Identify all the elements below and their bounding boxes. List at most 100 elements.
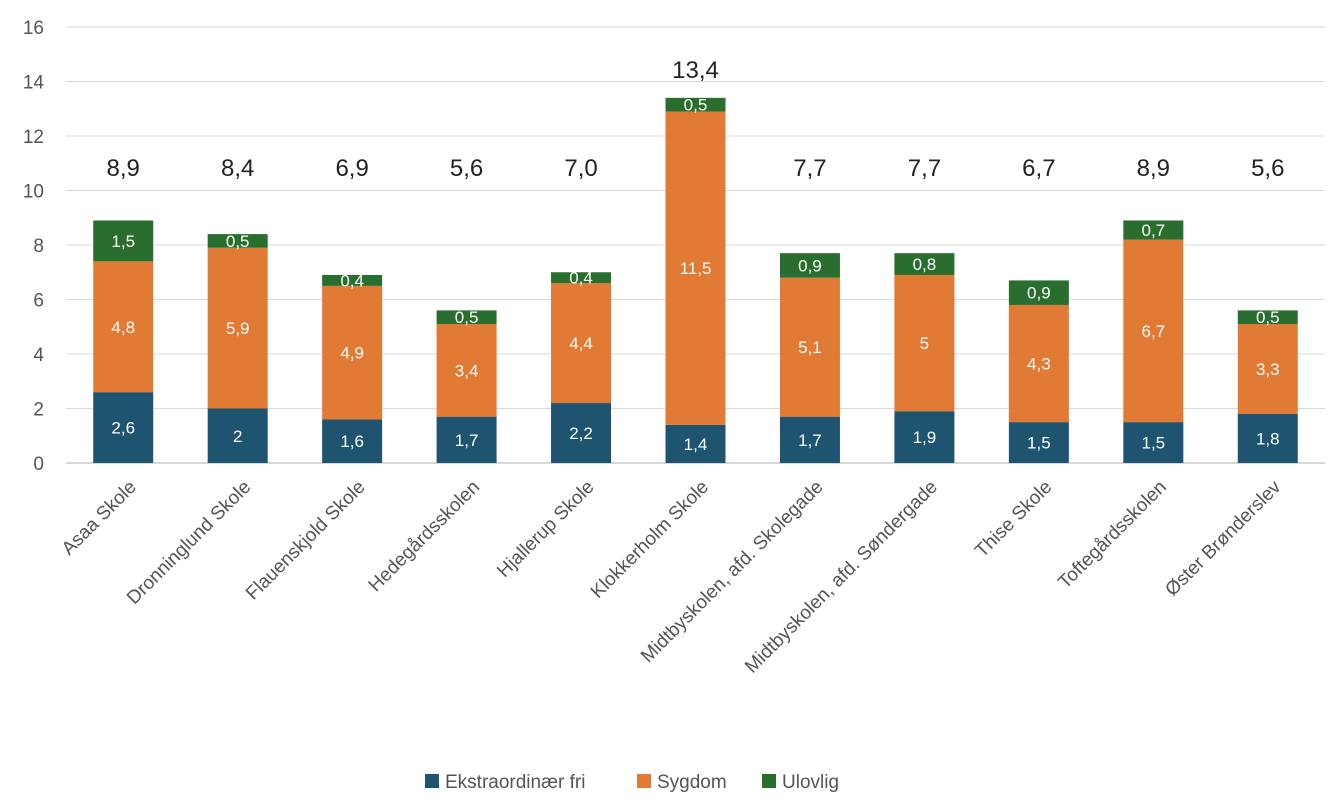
bar-segment-ulovlig (322, 274, 383, 286)
bar-segment-label: 0,7 (1141, 221, 1165, 240)
bar-segment-sygdom (1008, 304, 1069, 423)
bar-segment-sygdom (665, 111, 726, 425)
legend: Ekstraordinær fri Sygdom Ulovlig (425, 772, 839, 793)
bar-total-label: 8,9 (107, 155, 140, 182)
bar-segment-ekstraordin-r-fri (1237, 413, 1298, 463)
bar-segment-ekstraordin-r-fri (779, 416, 840, 463)
bar-segment-label: 4,9 (340, 344, 364, 363)
bar-segment-label: 0,5 (684, 96, 708, 115)
bar-segment-sygdom (93, 261, 154, 393)
bar-segment-label: 1,6 (340, 432, 364, 451)
bar-segment-label: 0,8 (913, 255, 937, 274)
bar-total-label: 6,7 (1022, 155, 1055, 182)
bar-segment-label: 4,3 (1027, 355, 1051, 374)
bar-segment-ulovlig (93, 220, 154, 262)
x-category-label: Asaa Skole (58, 477, 141, 560)
bar-segment-sygdom (779, 277, 840, 417)
bar-total-label: 7,7 (793, 155, 826, 182)
x-category-label: Flauenskjold Skole (242, 477, 370, 605)
y-tick-label: 16 (23, 18, 44, 39)
bar-segment-label: 5,1 (798, 338, 822, 357)
bar-total-label: 13,4 (672, 57, 719, 84)
bar-segment-label: 2,6 (111, 419, 135, 438)
bar-segment-ulovlig (207, 234, 268, 248)
legend-label: Ekstraordinær fri (445, 772, 585, 793)
bar-segment-label: 1,7 (455, 431, 479, 450)
bar-segment-label: 11,5 (680, 259, 712, 278)
y-tick-label: 12 (23, 127, 44, 148)
bar-total-label: 5,6 (1251, 155, 1284, 182)
legend-swatch (425, 774, 439, 788)
bar-segment-label: 0,5 (226, 232, 250, 251)
bar-segment-label: 4,8 (111, 318, 135, 337)
legend-swatch (762, 774, 776, 788)
bar-segment-label: 2 (233, 427, 242, 446)
bar-segment-ulovlig (665, 97, 726, 112)
bar-segment-label: 3,4 (455, 361, 479, 380)
y-tick-label: 8 (33, 236, 44, 257)
legend-swatch (637, 774, 651, 788)
bar-segment-sygdom (1237, 324, 1298, 414)
bar-segment-ulovlig (894, 253, 955, 275)
bar-segment-ulovlig (551, 272, 612, 284)
bar-segment-ekstraordin-r-fri (436, 416, 497, 463)
bar-segment-ekstraordin-r-fri (1008, 422, 1069, 463)
y-tick-label: 2 (33, 400, 44, 421)
bar-segment-ekstraordin-r-fri (93, 392, 154, 463)
x-category-label: Klokkerholm Skole (587, 477, 713, 603)
x-category-label: Toftegårdsskolen (1054, 477, 1170, 593)
x-category-label: Øster Brønderslev (1161, 476, 1285, 600)
bar-segment-ekstraordin-r-fri (322, 419, 383, 463)
bar-segment-ulovlig (779, 253, 840, 278)
bar-total-label: 8,9 (1137, 155, 1170, 182)
bar-segment-ekstraordin-r-fri (207, 408, 268, 463)
bar-segment-label: 1,7 (798, 431, 822, 450)
total-labels: 8,9 8,4 6,9 5,6 7,0 13,4 7,7 7,7 6,7 8,9 5,6 (107, 57, 1285, 182)
y-tick-label: 6 (33, 291, 44, 312)
y-tick-label: 0 (33, 454, 44, 475)
bar-segment-label: 5,9 (226, 319, 250, 338)
x-category-label: Midtbyskolen, afd. Søndergade (741, 477, 942, 678)
bar-segment-label: 5 (920, 334, 929, 353)
x-category-label: Hjallerup Skole (493, 477, 598, 582)
legend-label: Sygdom (657, 772, 727, 793)
bar-segment-ekstraordin-r-fri (1123, 422, 1184, 463)
bar-segment-label: 1,9 (913, 428, 937, 447)
bar-segment-ekstraordin-r-fri (665, 424, 726, 463)
bar-segment-label: 1,5 (1141, 434, 1165, 453)
bar-segment-label: 1,4 (684, 435, 708, 454)
bar-segment-sygdom (551, 283, 612, 404)
x-category-label: Dronninglund Skole (123, 477, 255, 609)
bar-total-label: 5,6 (450, 155, 483, 182)
bar-segment-label: 1,8 (1256, 429, 1280, 448)
bar-total-label: 7,7 (908, 155, 941, 182)
bar-segment-ekstraordin-r-fri (551, 403, 612, 463)
y-tick-label: 10 (23, 182, 44, 203)
bar-total-label: 7,0 (564, 155, 597, 182)
bar-segment-label: 1,5 (111, 232, 135, 251)
bar-segment-label: 0,9 (1027, 284, 1051, 303)
legend-label: Ulovlig (782, 772, 839, 793)
bar-segment-label: 0,5 (455, 308, 479, 327)
y-axis-ticks: 0 2 4 6 8 10 12 14 16 (23, 18, 45, 475)
bar-segment-label: 3,3 (1256, 360, 1280, 379)
x-category-label: Midtbyskolen, afd. Skolegade (637, 477, 827, 667)
bar-segment-label: 4,4 (569, 334, 593, 353)
y-tick-label: 14 (23, 73, 45, 94)
y-tick-label: 4 (33, 345, 44, 366)
bar-segment-sygdom (894, 274, 955, 412)
bar-segment-label: 0,4 (340, 271, 364, 290)
bar-segment-sygdom (207, 247, 268, 409)
bar-segment-ulovlig (1123, 220, 1184, 240)
bar-segment-sygdom (322, 285, 383, 420)
bar-segment-ekstraordin-r-fri (894, 411, 955, 463)
bar-segment-label: 1,5 (1027, 434, 1051, 453)
bars: 2,6 4,8 1,5 2 5,9 0,5 1,6 4,9 0,4 1,7 3,4 0,5 2,2 4,4… (93, 96, 1298, 463)
bar-total-label: 8,4 (221, 155, 254, 182)
bar-segment-label: 0,5 (1256, 308, 1280, 327)
bar-segment-label: 0,9 (798, 256, 822, 275)
bar-segment-sygdom (436, 324, 497, 417)
x-category-label: Thise Skole (971, 477, 1056, 562)
